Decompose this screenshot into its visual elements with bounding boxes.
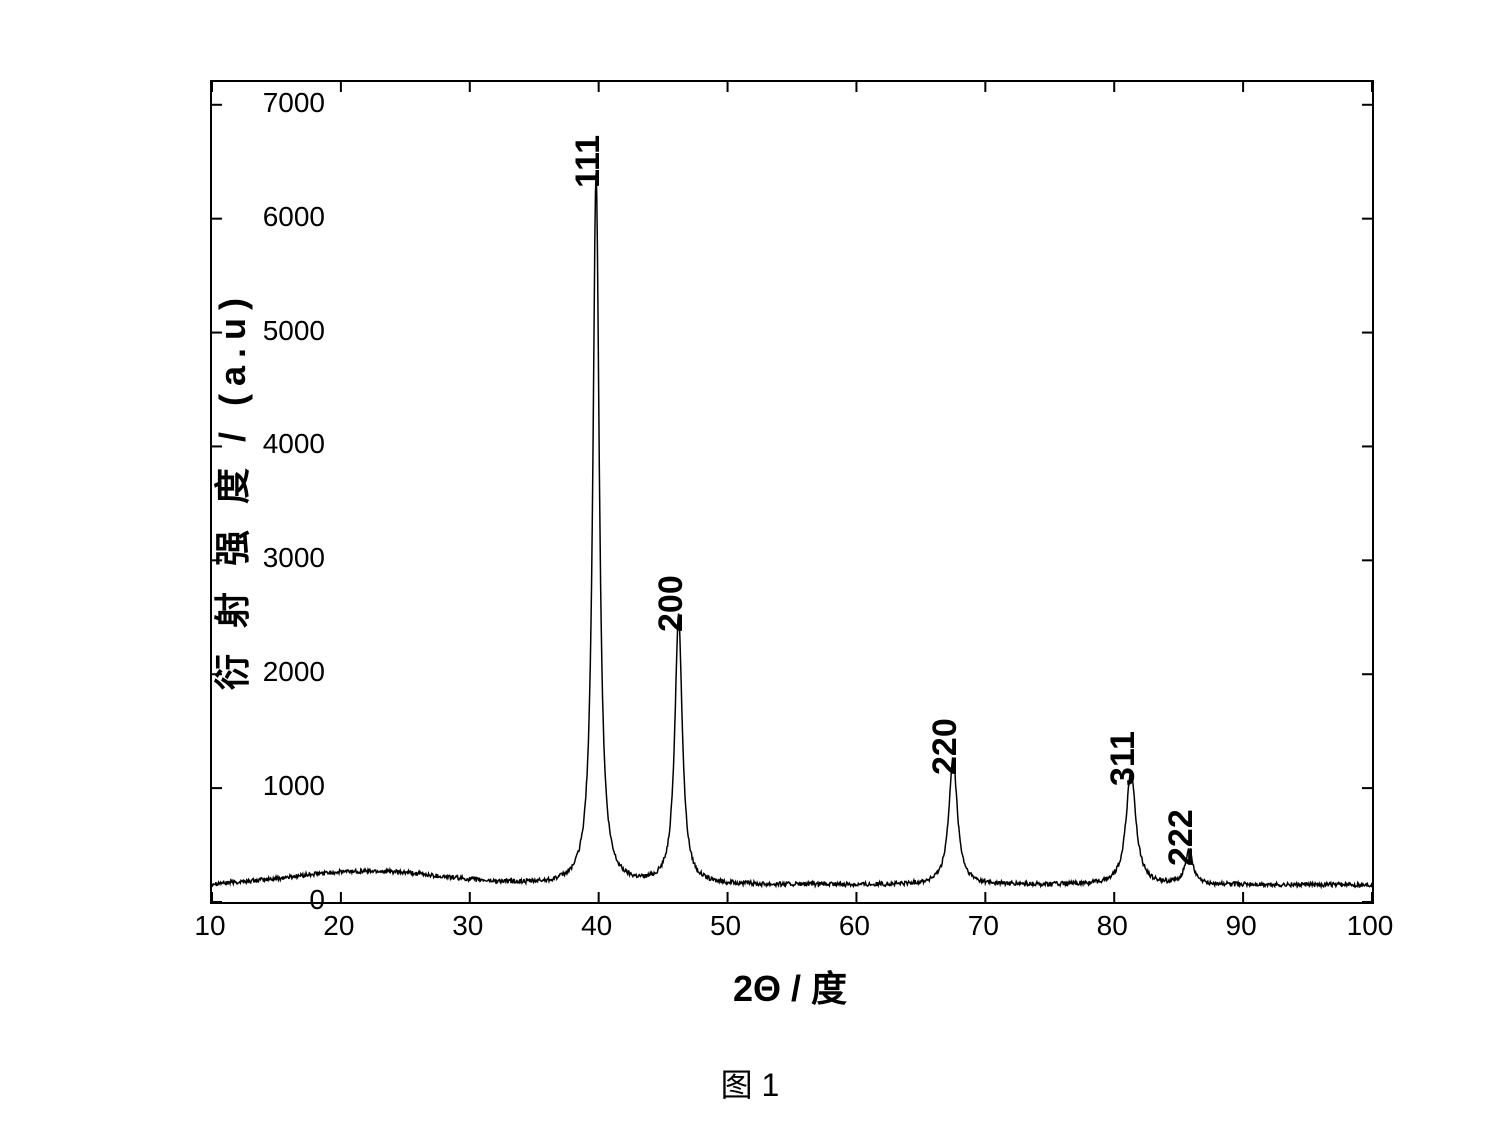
x-tick-label: 40	[567, 910, 627, 942]
y-tick-label: 4000	[225, 428, 325, 460]
chart-area	[210, 80, 1370, 900]
peak-label-111: 111	[569, 135, 608, 188]
x-tick-label: 50	[696, 910, 756, 942]
x-axis-label: 2Θ / 度	[210, 960, 1370, 1012]
chart-container: 衍 射 强 度 / (a.u) 2Θ / 度 01000200030004000…	[0, 0, 1500, 1124]
x-tick-label: 90	[1211, 910, 1271, 942]
peak-label-311: 311	[1104, 731, 1143, 786]
peak-label-222: 222	[1162, 809, 1201, 866]
x-tick-label: 70	[953, 910, 1013, 942]
x-tick-label: 60	[824, 910, 884, 942]
y-tick-label: 1000	[225, 770, 325, 802]
x-tick-label: 80	[1082, 910, 1142, 942]
xrd-plot	[210, 80, 1374, 904]
peak-label-200: 200	[652, 576, 691, 633]
y-tick-label: 6000	[225, 201, 325, 233]
x-tick-label: 20	[309, 910, 369, 942]
x-tick-label: 100	[1340, 910, 1400, 942]
x-tick-label: 10	[180, 910, 240, 942]
figure-caption: 图 1	[0, 1060, 1500, 1106]
y-tick-label: 3000	[225, 542, 325, 574]
y-tick-label: 5000	[225, 315, 325, 347]
y-axis-label: 衍 射 强 度 / (a.u)	[204, 290, 256, 690]
x-tick-label: 30	[438, 910, 498, 942]
y-tick-label: 2000	[225, 656, 325, 688]
y-tick-label: 7000	[225, 87, 325, 119]
peak-label-220: 220	[926, 718, 965, 775]
xrd-curve	[212, 173, 1372, 887]
